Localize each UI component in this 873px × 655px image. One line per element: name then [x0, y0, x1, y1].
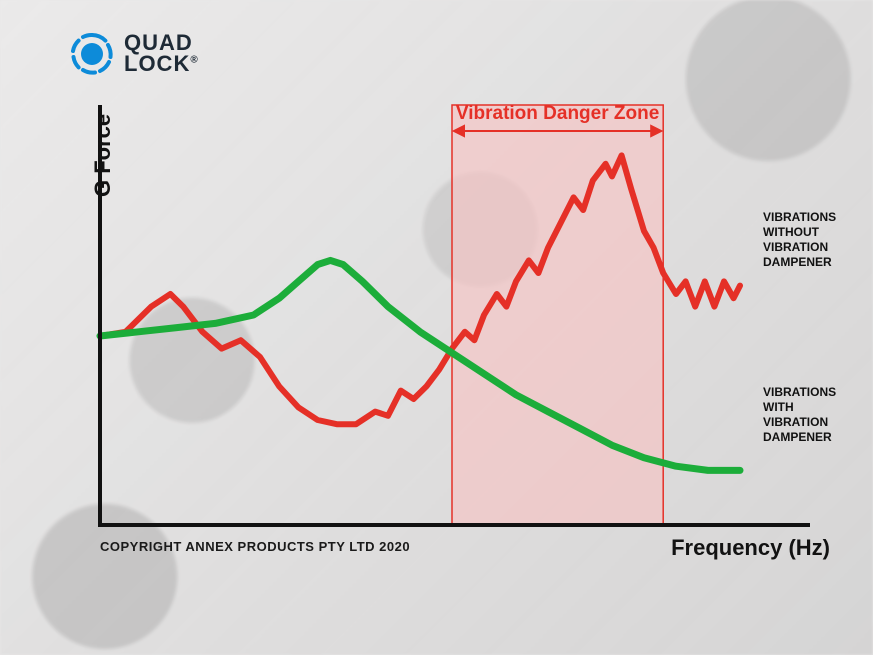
- chart-svg: [70, 95, 830, 555]
- copyright-text: COPYRIGHT ANNEX PRODUCTS PTY LTD 2020: [100, 539, 410, 554]
- danger-zone-label: Vibration Danger Zone: [452, 103, 663, 125]
- quad-lock-logo: QUAD LOCK®: [70, 32, 199, 76]
- vibration-chart: G Force Frequency (Hz) Vibration Danger …: [70, 95, 830, 555]
- series-label-without-dampener: VIBRATIONSWITHOUTVIBRATIONDAMPENER: [763, 210, 836, 270]
- quad-lock-wordmark: QUAD LOCK®: [124, 33, 199, 75]
- series-label-with-dampener: VIBRATIONSWITHVIBRATIONDAMPENER: [763, 385, 836, 445]
- y-axis-label: G Force: [90, 114, 116, 197]
- quad-lock-icon: [70, 32, 114, 76]
- logo-line2: LOCK: [124, 51, 190, 76]
- logo-registered: ®: [190, 55, 198, 66]
- x-axis-label: Frequency (Hz): [671, 535, 830, 561]
- figure-root: QUAD LOCK® G Force Frequency (Hz) Vibrat…: [0, 0, 873, 655]
